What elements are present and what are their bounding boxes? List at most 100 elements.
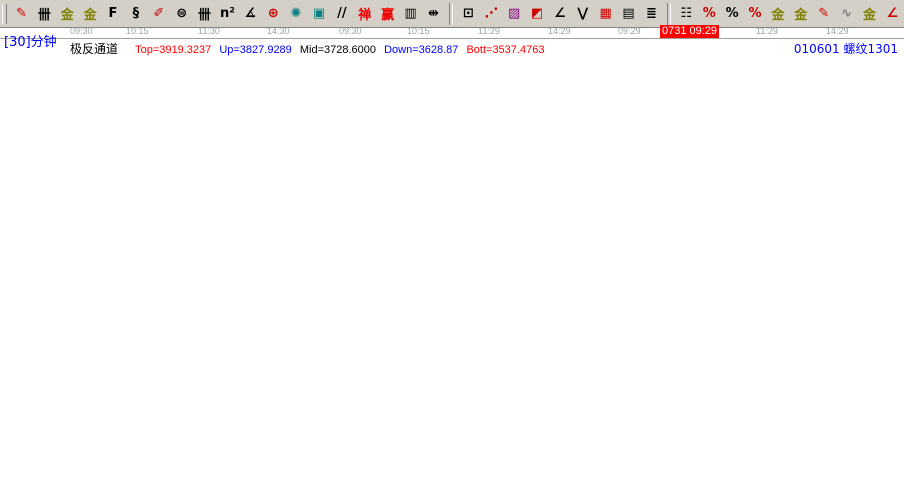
pen-draw-icon[interactable]: ✎ [15,6,27,21]
candle-body [209,229,215,232]
gold-band-icon[interactable]: 金 [862,8,876,23]
candle-body [153,223,159,227]
candle-body [286,243,292,254]
volume-bar [579,486,587,499]
percent-icon[interactable]: % [725,6,739,21]
arrow-grid-icon[interactable]: ▤ [622,6,635,21]
candle [538,318,544,324]
candle-body [580,307,586,311]
ying-char-icon[interactable]: 赢 [381,8,395,23]
candle [160,223,166,227]
spiral-icon[interactable]: § [132,6,140,21]
time-label: 09:30 [70,26,93,36]
time-label: 14:29 [548,26,571,36]
crosshair-icon[interactable]: ⊕ [267,6,279,21]
brush-icon[interactable]: ✐ [153,6,165,21]
candle-body [321,272,327,280]
box-icon[interactable]: ⊡ [462,6,474,21]
candle [174,233,180,239]
cycle-circle-icon[interactable]: ⊜ [176,6,188,21]
candle [643,289,649,295]
candle [573,307,579,313]
price-scale-icon[interactable]: ☷ [680,6,693,21]
indicator-header: 极反通道 Top=3919.3237 Up=3827.9289 Mid=3728… [70,40,549,57]
grid-lines-icon[interactable]: 卌 [198,8,212,23]
candle [426,330,432,336]
ruler-icon[interactable]: ▥ [404,6,417,21]
volume-bar [187,467,195,499]
channel-lines-icon[interactable]: ≣ [646,6,657,21]
candle-body [657,287,663,290]
gold-coin-icon[interactable]: 金 [771,8,785,23]
gann-fan-icon[interactable]: ◩ [530,6,544,21]
brush-tool-icon[interactable]: ✎ [818,6,830,21]
toolbar-grip[interactable] [2,3,7,24]
candle [125,214,131,228]
slash-lines-icon[interactable]: // [337,6,347,21]
percent-line-icon[interactable]: % [702,6,716,21]
volume-axis-label: 104856 [27,475,67,488]
volume-axis-label: 314569 [27,441,67,454]
gold-levels-icon[interactable]: 金 [794,8,808,23]
volume-bar [502,476,510,499]
volume-bar [96,469,104,499]
wave-zigzag-icon[interactable]: ⋁ [577,6,589,21]
candle [447,324,453,331]
volume-bar [355,470,363,499]
gann-box-icon[interactable]: ▨ [507,6,521,21]
volume-bar [530,489,538,499]
gold-ratio-2-icon[interactable]: 金 [83,8,97,23]
sine-wave-icon[interactable]: ∿ [841,6,853,21]
candle-body [258,246,264,250]
marker-triangle-icon [622,53,630,58]
cursor-price-label: 3776.3104 [2,276,59,290]
candle-body [545,318,551,321]
indicator-name[interactable]: 极反通道 [70,42,119,56]
candle-body [223,223,229,226]
volume-bar [537,481,545,499]
candle-body [216,226,222,234]
candle-body [384,318,390,328]
volume-bar [390,486,398,499]
volume-bar [593,471,601,499]
square-web-icon[interactable]: ▣ [312,6,326,21]
candle-body [552,317,558,323]
volume-bar [194,493,202,499]
candle-body [377,318,383,327]
volume-bar [628,461,636,499]
candle-body [307,268,313,271]
candle [363,322,369,328]
candle [601,300,607,303]
fibonacci-f-icon[interactable]: F [108,6,118,21]
candle-body [426,330,432,336]
candle-body [69,182,75,186]
volume-bar [586,490,594,499]
candle-body [531,320,537,323]
volume-bar [292,448,300,499]
candle [503,320,509,325]
percent-levels-icon[interactable]: % [748,6,762,21]
chan-char-icon[interactable]: 禅 [358,8,372,23]
low-annotation-line [351,351,371,359]
parallel-lines-icon[interactable]: 卌 [37,8,51,23]
angle-line-icon[interactable]: ∡ [244,6,257,21]
candle-body [496,315,502,322]
angle-ruler-icon[interactable]: ∠ [886,6,899,21]
gold-ratio-icon[interactable]: 金 [60,8,74,23]
time-label: 11:29 [478,26,500,36]
time-label: 10:15 [407,26,430,36]
volume-bar [201,491,209,499]
web-target-icon[interactable]: ✺ [290,6,302,21]
grid-box-icon[interactable]: ▦ [599,6,612,21]
n-squared-icon[interactable]: n² [219,6,235,21]
angle-fan-icon[interactable]: ∠ [554,6,566,21]
period-selector[interactable]: [30]分钟 [4,35,57,50]
fan-lines-icon[interactable]: ⋰ [484,6,498,21]
volume-bar [131,486,139,499]
candle [531,320,537,323]
volume-bar [439,467,447,499]
measure-width-icon[interactable]: ⇹ [428,6,439,21]
candle [356,319,362,335]
candle-body [76,184,82,192]
